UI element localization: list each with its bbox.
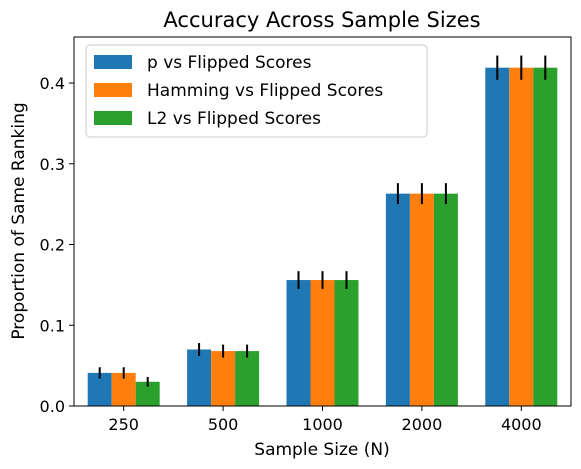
- y-axis: 0.0 0.1 0.2 0.3 0.4: [40, 74, 74, 416]
- legend-swatch: [94, 55, 132, 69]
- bar: [433, 193, 458, 406]
- error-bars-layer: [98, 55, 547, 387]
- legend-label: Hamming vs Flipped Scores: [147, 81, 383, 101]
- x-tick-label: 250: [108, 415, 139, 434]
- y-tick-label: 0.4: [40, 74, 65, 93]
- legend-label: L2 vs Flipped Scores: [147, 109, 321, 129]
- bar: [235, 351, 260, 406]
- bar: [409, 193, 434, 406]
- y-tick-label: 0.3: [40, 155, 65, 174]
- x-tick-label: 500: [208, 415, 239, 434]
- legend: p vs Flipped Scores Hamming vs Flipped Sc…: [85, 44, 428, 138]
- bars-layer: [87, 67, 558, 407]
- chart-title: Accuracy Across Sample Sizes: [163, 8, 480, 32]
- bar: [485, 67, 510, 407]
- bar: [211, 351, 236, 406]
- legend-swatch: [94, 83, 132, 97]
- bar: [385, 193, 410, 406]
- y-tick-label: 0.2: [40, 236, 65, 255]
- y-tick-label: 0.1: [40, 316, 65, 335]
- bar: [509, 67, 534, 407]
- y-tick-label: 0.0: [40, 397, 65, 416]
- x-axis-label: Sample Size (N): [254, 440, 389, 460]
- bar: [334, 280, 359, 406]
- bar: [187, 349, 212, 406]
- x-tick-label: 2000: [402, 415, 443, 434]
- bar: [310, 280, 335, 406]
- bar: [533, 67, 558, 407]
- y-axis-label: Proportion of Same Ranking: [9, 102, 29, 339]
- legend-box: [85, 44, 428, 138]
- x-tick-label: 4000: [501, 415, 542, 434]
- legend-label: p vs Flipped Scores: [147, 53, 312, 73]
- x-axis: 250 500 1000 2000 4000: [108, 406, 542, 434]
- legend-swatch: [94, 111, 132, 125]
- x-tick-label: 1000: [302, 415, 343, 434]
- bar: [286, 280, 311, 406]
